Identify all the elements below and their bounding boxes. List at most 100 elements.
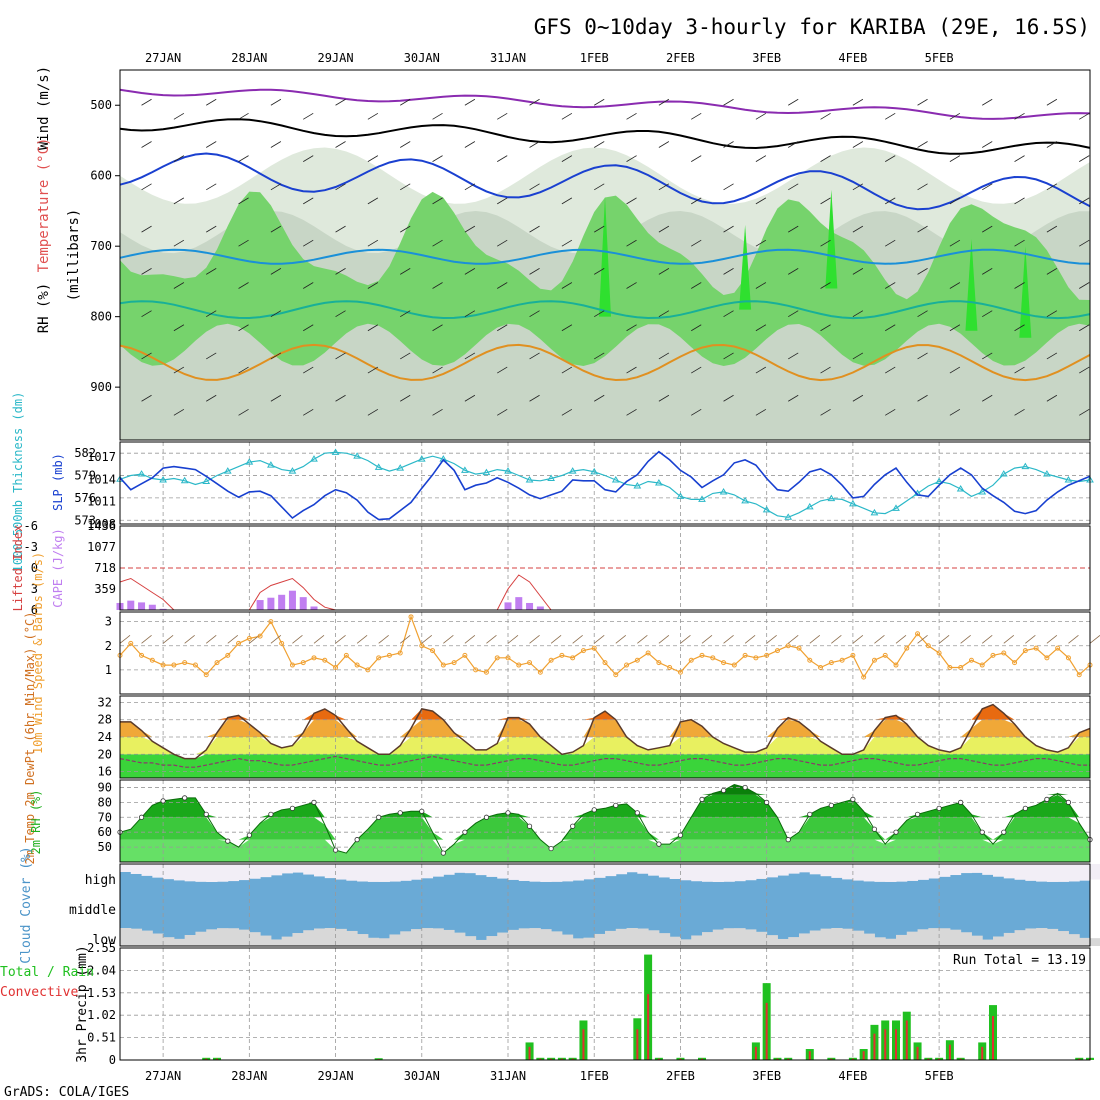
wind-barb	[1046, 310, 1058, 318]
wind-barb	[335, 183, 346, 191]
cloud-low-gap	[1079, 937, 1091, 946]
wind-barb	[917, 635, 928, 644]
wind-barb	[723, 394, 734, 402]
wind-speed-marker	[311, 655, 317, 661]
cloud-high-gap	[486, 864, 498, 877]
wind-tick-label: 3	[105, 615, 112, 629]
wind-barb	[464, 98, 476, 106]
rh-marker	[979, 829, 985, 835]
wind-barb	[270, 635, 282, 644]
thickness-marker	[396, 464, 405, 471]
wind-speed-marker	[365, 667, 371, 673]
wind-barb	[1014, 408, 1025, 416]
wind-speed-marker	[1001, 650, 1007, 656]
wind-barb	[561, 408, 573, 416]
wind-barb	[917, 394, 928, 402]
wind-barb	[1014, 239, 1025, 247]
cloud-high-gap	[357, 864, 369, 882]
y-axis-label-wind: Wind (m/s)	[36, 66, 52, 150]
wind-barb	[1046, 183, 1058, 191]
rh-marker	[677, 832, 684, 838]
cloud-high-gap	[303, 864, 315, 875]
wind-barb	[432, 282, 443, 289]
rh-axis-label: 2m RH (%)	[29, 789, 43, 854]
wind-barb	[658, 394, 670, 402]
wind-speed-marker	[397, 650, 403, 656]
wind-speed-marker	[333, 664, 339, 670]
wind-barb	[313, 635, 325, 644]
cloud-high-gap	[745, 864, 757, 881]
wind-barb	[497, 239, 508, 247]
wind-barb	[173, 197, 185, 205]
wind-barb	[626, 155, 637, 162]
wind-barb	[464, 183, 476, 191]
precip-convective-bar	[938, 1058, 941, 1060]
rh-tick-label: 90	[98, 780, 112, 794]
wind-barb	[885, 366, 896, 374]
wind-barb	[141, 98, 152, 106]
wind-barb	[173, 408, 185, 416]
wind-barb	[949, 282, 961, 289]
wind-speed-marker	[494, 655, 500, 661]
wind-barb	[885, 197, 896, 205]
wind-barb	[206, 268, 217, 275]
thickness-marker	[956, 484, 965, 492]
wind-speed-marker	[925, 643, 931, 649]
thickness-marker	[935, 477, 943, 485]
cloud-low-gap	[464, 936, 477, 946]
cloud-high-gap	[1090, 864, 1100, 880]
cloud-low-gap	[755, 931, 768, 946]
wind-barb	[615, 635, 627, 644]
rh-marker	[483, 814, 490, 820]
wind-barb	[270, 225, 282, 233]
wind-barb	[594, 268, 605, 275]
wind-barb	[1079, 239, 1090, 247]
wind-tick-label: 1	[105, 663, 112, 677]
wind-barb	[820, 408, 831, 416]
cloud-high-gap	[669, 864, 681, 879]
thickness-marker	[331, 448, 340, 455]
precip-convective-bar	[754, 1046, 757, 1060]
cloud-low-gap	[411, 929, 423, 946]
wind-barb	[982, 98, 993, 106]
wind-barb	[162, 635, 174, 644]
thickness-marker	[1043, 470, 1051, 477]
cloud-low-gap	[594, 933, 606, 946]
wind-barb	[141, 225, 152, 233]
cloud-low-gap	[497, 932, 509, 946]
wind-barb	[529, 225, 540, 233]
wind-barb	[626, 112, 637, 120]
temperature-contour	[119, 343, 1091, 382]
cloud-high-gap	[281, 864, 293, 874]
cloud-high-gap	[346, 864, 358, 881]
cloud-high-gap	[206, 864, 218, 882]
wind-barb	[1089, 635, 1100, 644]
cloud-high-gap	[367, 864, 380, 882]
precip-run-total: Run Total = 13.19	[953, 953, 1086, 968]
wind-barb	[561, 239, 573, 247]
wind-barb	[238, 324, 249, 332]
wind-speed-marker	[192, 662, 198, 668]
wind-speed-marker	[624, 662, 630, 668]
wind-barb	[432, 324, 443, 332]
wind-barb	[561, 197, 573, 205]
slp-tick-label: 1017	[87, 450, 116, 464]
cloud-high-gap	[421, 864, 434, 879]
rh-marker	[807, 811, 813, 817]
wind-speed-marker	[440, 662, 446, 668]
wind-barb	[691, 155, 702, 162]
thickness-line	[119, 451, 1091, 518]
wind-barb	[367, 197, 379, 205]
wind-barb	[658, 635, 670, 644]
thickness-marker	[267, 461, 275, 468]
wind-barb	[400, 268, 411, 275]
cloud-low-gap	[238, 929, 250, 946]
wind-barb	[982, 141, 993, 148]
wind-speed-marker	[807, 657, 813, 663]
wind-barb	[206, 352, 217, 360]
cloud-high-gap	[648, 864, 660, 876]
cape-tick-label: 359	[94, 582, 116, 596]
wind-speed-marker	[430, 648, 436, 654]
wind-barb	[852, 98, 864, 106]
wind-speed-marker	[667, 664, 673, 670]
